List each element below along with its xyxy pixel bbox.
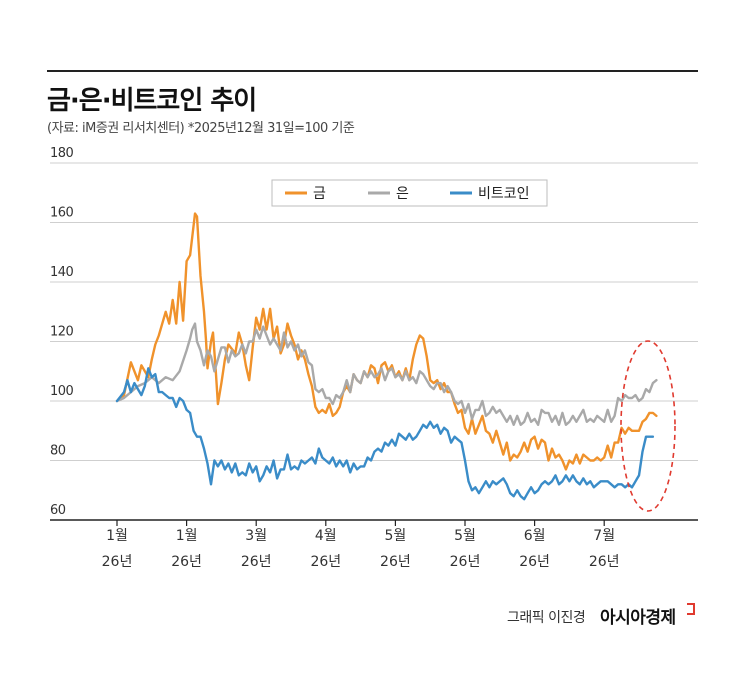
x-tick-year-1: 26년 [171,554,202,570]
graphic-credit: 그래픽 이진경 [507,610,586,626]
y-tick-label-120: 120 [50,325,74,340]
legend-label-0: 금 [313,186,326,202]
x-tick-month-6: 6월 [524,528,546,544]
legend-label-2: 비트코인 [478,186,530,202]
y-tick-label-140: 140 [50,265,74,280]
legend: 금 은 비트코인 [271,179,548,207]
x-tick-month-4: 5월 [385,528,407,544]
legend-label-1: 은 [396,186,409,202]
x-tick-year-3: 26년 [310,554,341,570]
x-tick-month-3: 4월 [315,528,337,544]
top-rule [47,70,698,72]
logo-mark-icon [687,603,695,615]
series-lines [115,212,658,501]
chart-subtitle: (자료: iM증권 리서치센터) *2025년12월 31일=100 기준 [47,121,355,136]
x-tick-year-6: 26년 [519,554,550,570]
series-line-2 [115,367,655,501]
x-tick-month-2: 3월 [245,528,267,544]
x-tick-year-2: 26년 [241,554,272,570]
x-tick-labels: 1월 26년 1월 26년 3월 26년 4월 26년 5월 26년 5월 26년 6월 26년 7월 26년 [102,520,620,570]
legend-box [271,179,548,207]
x-tick-month-0: 1월 [106,528,128,544]
x-tick-year-5: 26년 [450,554,481,570]
series-line-0 [115,212,658,471]
y-tick-label-100: 100 [50,384,74,399]
y-tick-labels: 60 80 100 120 140 160 180 [50,146,74,518]
x-tick-year-0: 26년 [102,554,133,570]
x-tick-month-1: 1월 [176,528,198,544]
series-line-1 [115,322,658,426]
highlight-ellipse [620,340,676,512]
x-tick-year-4: 26년 [380,554,411,570]
y-tick-label-80: 80 [50,444,66,459]
x-tick-month-5: 5월 [454,528,476,544]
y-tick-label-60: 60 [50,503,66,518]
publisher-logo: 아시아경제 [600,608,676,628]
y-tick-label-160: 160 [50,206,74,221]
x-tick-month-7: 7월 [593,528,615,544]
gridlines [50,162,698,521]
y-tick-label-180: 180 [50,146,74,161]
x-tick-year-7: 26년 [589,554,620,570]
chart-title: 금·은·비트코인 추이 [47,86,257,116]
